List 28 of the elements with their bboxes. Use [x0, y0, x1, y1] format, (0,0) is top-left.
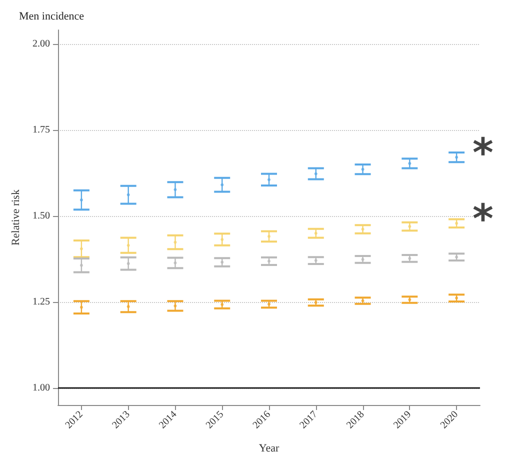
- point: [80, 247, 83, 250]
- point: [80, 306, 83, 309]
- y-tick-label: 2.00: [32, 38, 50, 50]
- y-axis-title: Relative risk: [10, 189, 22, 246]
- point: [408, 162, 412, 165]
- point: [126, 193, 130, 196]
- point: [220, 303, 224, 306]
- point: [126, 244, 130, 247]
- annotation: *: [472, 196, 494, 242]
- point: [361, 228, 364, 231]
- chart-title: Men incidence: [19, 10, 84, 22]
- point: [220, 183, 224, 186]
- point: [174, 240, 177, 244]
- point: [174, 304, 177, 308]
- annotation: *: [472, 130, 494, 176]
- point: [220, 238, 224, 242]
- point: [408, 224, 412, 228]
- point: [314, 172, 318, 176]
- point: [220, 260, 224, 264]
- x-axis-title: Year: [258, 442, 280, 454]
- y-tick-label: 1.00: [32, 382, 50, 394]
- y-tick-label: 1.75: [32, 124, 50, 136]
- point: [174, 188, 177, 192]
- y-tick-label: 1.50: [32, 210, 50, 222]
- y-tick-label: 1.25: [32, 296, 50, 308]
- point: [314, 232, 318, 235]
- point: [126, 305, 130, 308]
- point: [455, 222, 458, 225]
